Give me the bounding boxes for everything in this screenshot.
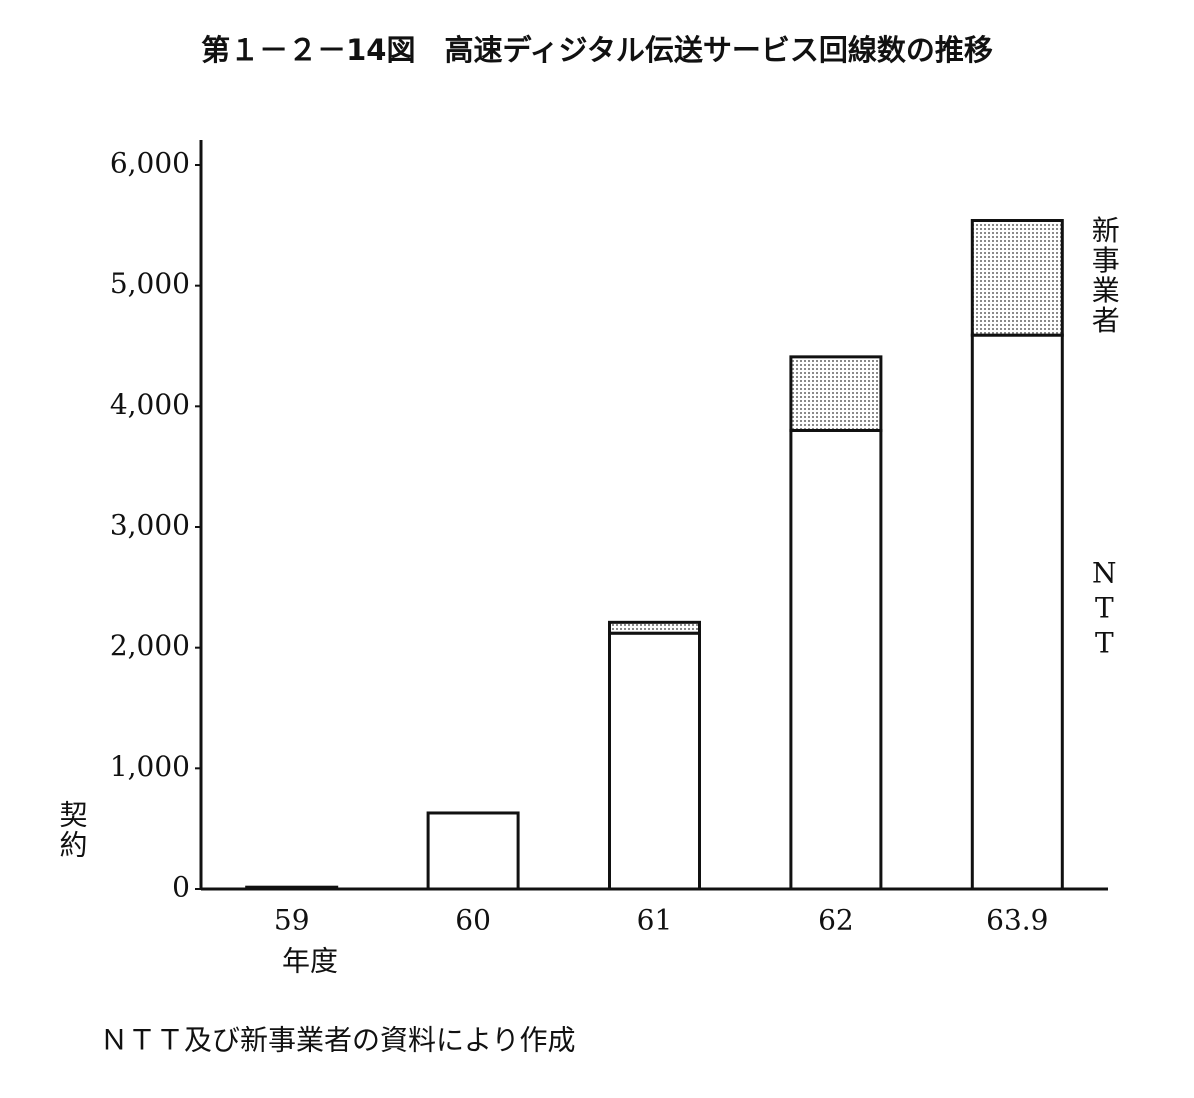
bar-segment [608, 631, 701, 891]
legend-label: NTT [1088, 557, 1121, 662]
bar-segment [608, 620, 701, 635]
x-tick-label: 62 [818, 904, 854, 937]
y-axis-label: 契約 [56, 800, 89, 860]
y-tick-label: 2,000 [110, 629, 190, 662]
bar-segment [789, 355, 883, 432]
x-tick-label: 60 [455, 904, 491, 937]
y-tick-label: 5,000 [110, 267, 190, 300]
chart-title: 第１－２－14図 高速ディジタル伝送サービス回線数の推移 [201, 33, 993, 67]
legend-label: 新事業者 [1088, 215, 1121, 335]
y-tick-label: 1,000 [110, 750, 190, 783]
x-tick-label: 63.9 [986, 904, 1048, 937]
bar-segment [970, 219, 1064, 337]
bar-segment [970, 333, 1064, 891]
x-tick-label: 61 [637, 904, 673, 937]
y-tick-label: 6,000 [110, 147, 190, 180]
x-tick-label: 59 [274, 904, 310, 937]
x-axis-label: 年度 [282, 945, 338, 978]
y-tick-label: 3,000 [110, 509, 190, 542]
y-tick-label: 0 [172, 871, 190, 904]
source-note: ＮＴＴ及び新事業者の資料により作成 [100, 1024, 575, 1057]
bar-segment [245, 885, 339, 891]
bar-segment [426, 811, 520, 891]
y-tick-label: 4,000 [110, 388, 190, 421]
bar-segment [789, 428, 883, 891]
